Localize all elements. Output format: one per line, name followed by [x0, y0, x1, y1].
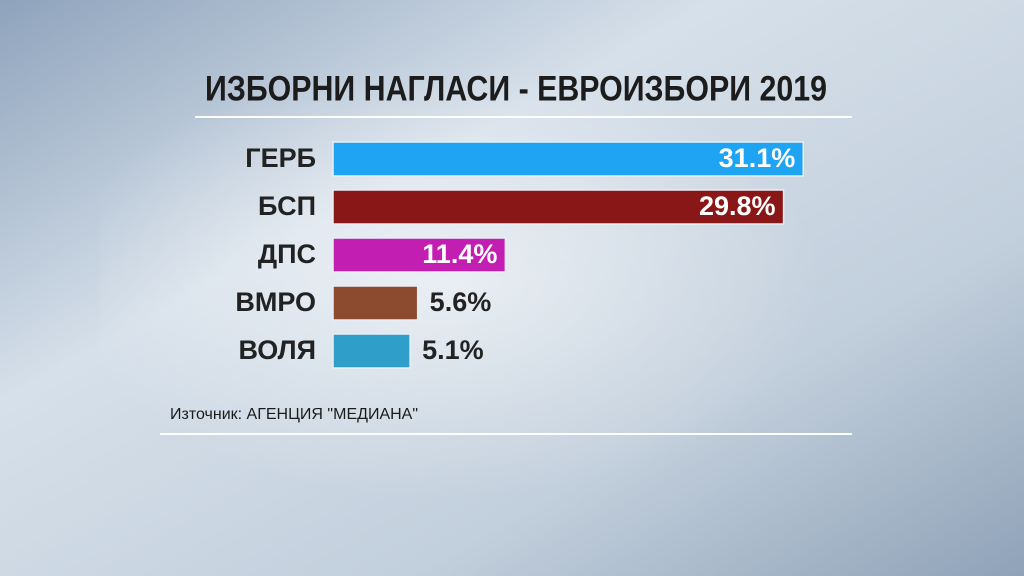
value-label: 5.6% — [430, 287, 492, 317]
category-label: ВОЛЯ — [238, 335, 316, 365]
bar — [332, 285, 419, 321]
bar — [332, 333, 411, 369]
value-label: 11.4% — [422, 239, 497, 269]
category-label: ВМРО — [235, 287, 316, 317]
value-label: 5.1% — [422, 335, 484, 365]
value-label: 31.1% — [719, 143, 796, 173]
source: Източник: АГЕНЦИЯ "МЕДИАНА" — [170, 406, 418, 423]
category-label: БСП — [258, 191, 316, 221]
category-label: ДПС — [258, 239, 316, 269]
bar — [332, 141, 804, 177]
bar — [332, 189, 785, 225]
value-label: 29.8% — [699, 191, 776, 221]
chart-title: ИЗБОРНИ НАГЛАСИ - ЕВРОИЗБОРИ 2019 — [205, 69, 827, 108]
category-label: ГЕРБ — [245, 143, 316, 173]
bar — [332, 237, 507, 273]
background-glow — [100, 60, 860, 500]
